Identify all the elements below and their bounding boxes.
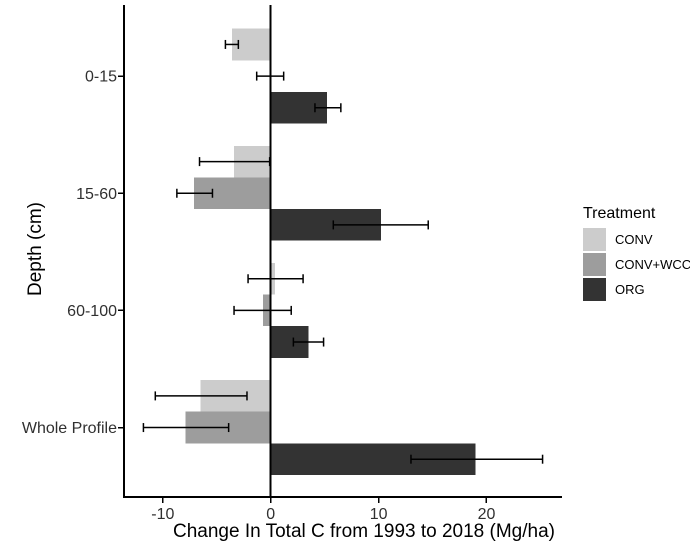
legend-title: Treatment bbox=[583, 205, 656, 222]
y-tick-label: 0-15 bbox=[85, 69, 117, 86]
legend-swatch-conv bbox=[583, 228, 606, 251]
x-tick-label: -10 bbox=[151, 506, 174, 523]
legend: Treatment CONV CONV+WCC ORG bbox=[583, 205, 690, 303]
legend-label: ORG bbox=[615, 282, 645, 297]
legend-swatch-org bbox=[583, 278, 606, 301]
y-axis-title: Depth (cm) bbox=[25, 202, 46, 296]
y-tick-label: 15-60 bbox=[76, 186, 117, 203]
x-tick-label: 20 bbox=[478, 506, 496, 523]
y-tick-label: 60-100 bbox=[67, 303, 117, 320]
legend-item-conv-wcc: CONV+WCC bbox=[583, 253, 690, 276]
x-tick-label: 0 bbox=[266, 506, 275, 523]
x-axis-title: Change In Total C from 1993 to 2018 (Mg/… bbox=[173, 521, 555, 542]
legend-label: CONV bbox=[615, 232, 653, 247]
legend-label: CONV+WCC bbox=[615, 257, 690, 272]
legend-swatch-conv-wcc bbox=[583, 253, 606, 276]
x-tick-label: 10 bbox=[370, 506, 388, 523]
legend-item-org: ORG bbox=[583, 278, 690, 301]
y-tick-label: Whole Profile bbox=[22, 420, 117, 437]
legend-item-conv: CONV bbox=[583, 228, 690, 251]
